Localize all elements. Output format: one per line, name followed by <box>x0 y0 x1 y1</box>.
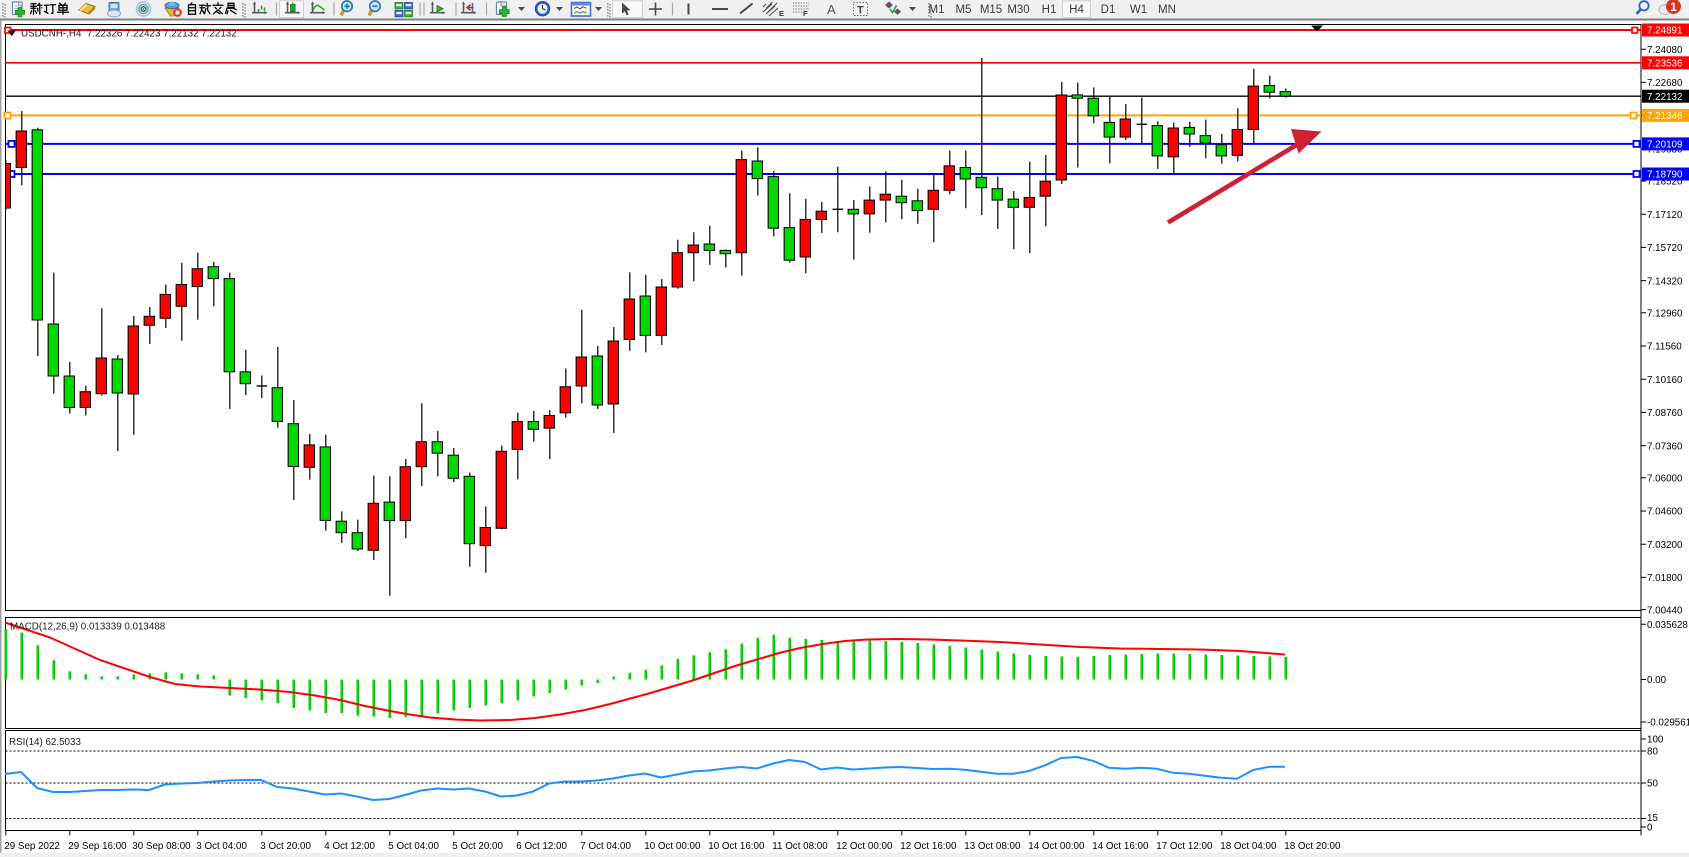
svg-text:T: T <box>857 5 864 17</box>
svg-text:7.14320: 7.14320 <box>1647 276 1683 287</box>
svg-text:7.20109: 7.20109 <box>1647 140 1682 151</box>
svg-text:A: A <box>827 2 836 17</box>
svg-text:29 Sep 2022: 29 Sep 2022 <box>4 841 60 852</box>
svg-text:11 Oct 08:00: 11 Oct 08:00 <box>772 841 828 852</box>
svg-text:7.22680: 7.22680 <box>1647 78 1683 89</box>
svg-text:3 Oct 20:00: 3 Oct 20:00 <box>260 841 311 852</box>
svg-text:-0.029561: -0.029561 <box>1647 718 1689 729</box>
svg-text:MACD(12,26,9) 0.013339 0.01348: MACD(12,26,9) 0.013339 0.013488 <box>10 622 166 633</box>
svg-text:7.24891: 7.24891 <box>1647 26 1682 37</box>
svg-text:7.23536: 7.23536 <box>1647 59 1683 70</box>
svg-text:7.10160: 7.10160 <box>1647 375 1683 386</box>
svg-text:14 Oct 00:00: 14 Oct 00:00 <box>1028 841 1085 852</box>
svg-text:6 Oct 12:00: 6 Oct 12:00 <box>516 841 567 852</box>
svg-text:12 Oct 16:00: 12 Oct 16:00 <box>900 841 957 852</box>
svg-text:7 Oct 04:00: 7 Oct 04:00 <box>580 841 631 852</box>
svg-text:7.22132: 7.22132 <box>1647 92 1682 103</box>
svg-text:M15: M15 <box>980 4 1002 16</box>
svg-text:H1: H1 <box>1042 4 1057 16</box>
svg-text:1: 1 <box>1670 0 1677 14</box>
svg-text:RSI(14) 62.5033: RSI(14) 62.5033 <box>9 737 81 748</box>
svg-text:7.12960: 7.12960 <box>1647 309 1683 320</box>
svg-text:7.24080: 7.24080 <box>1647 45 1683 56</box>
svg-text:5 Oct 04:00: 5 Oct 04:00 <box>388 841 439 852</box>
svg-text:0: 0 <box>1647 823 1653 834</box>
svg-text:7.18520: 7.18520 <box>1647 177 1683 188</box>
svg-text:M30: M30 <box>1007 4 1029 16</box>
svg-text:H4: H4 <box>1069 4 1084 16</box>
svg-text:30 Sep 08:00: 30 Sep 08:00 <box>132 841 191 852</box>
svg-text:M1: M1 <box>929 4 945 16</box>
svg-text:15: 15 <box>1647 813 1658 824</box>
svg-text:7.17120: 7.17120 <box>1647 210 1683 221</box>
svg-text:7.04600: 7.04600 <box>1647 507 1683 518</box>
svg-text:0.035628: 0.035628 <box>1647 620 1688 631</box>
svg-text:M5: M5 <box>956 4 972 16</box>
svg-text:MN: MN <box>1158 4 1176 16</box>
svg-text:29 Sep 16:00: 29 Sep 16:00 <box>68 841 127 852</box>
svg-text:10 Oct 16:00: 10 Oct 16:00 <box>708 841 765 852</box>
svg-text:7.03200: 7.03200 <box>1647 540 1683 551</box>
svg-text:12 Oct 00:00: 12 Oct 00:00 <box>836 841 893 852</box>
svg-text:18 Oct 20:00: 18 Oct 20:00 <box>1284 841 1341 852</box>
svg-text:F: F <box>803 9 808 18</box>
svg-text:5 Oct 20:00: 5 Oct 20:00 <box>452 841 503 852</box>
svg-text:18 Oct 04:00: 18 Oct 04:00 <box>1220 841 1277 852</box>
svg-text:7.15720: 7.15720 <box>1647 243 1683 254</box>
svg-text:3 Oct 04:00: 3 Oct 04:00 <box>196 841 247 852</box>
svg-text:17 Oct 12:00: 17 Oct 12:00 <box>1156 841 1213 852</box>
svg-text:7.06000: 7.06000 <box>1647 474 1683 485</box>
svg-text:7.07360: 7.07360 <box>1647 441 1683 452</box>
svg-text:7.21346: 7.21346 <box>1647 111 1683 122</box>
svg-text:50: 50 <box>1647 779 1658 790</box>
svg-text:7.18790: 7.18790 <box>1647 170 1683 181</box>
svg-text:7.11560: 7.11560 <box>1647 342 1682 353</box>
svg-text:0.00: 0.00 <box>1647 675 1667 686</box>
svg-text:7.00440: 7.00440 <box>1647 605 1683 616</box>
svg-text:7.01800: 7.01800 <box>1647 573 1683 584</box>
svg-text:7.08760: 7.08760 <box>1647 408 1683 419</box>
svg-text:80: 80 <box>1647 747 1658 758</box>
svg-text:10 Oct 00:00: 10 Oct 00:00 <box>644 841 701 852</box>
svg-text:13 Oct 08:00: 13 Oct 08:00 <box>964 841 1021 852</box>
svg-text:W1: W1 <box>1130 4 1147 16</box>
svg-text:100: 100 <box>1647 735 1664 746</box>
svg-text:E: E <box>779 9 784 18</box>
svg-text:USDCNH-,H4 7.22326 7.22423 7.: USDCNH-,H4 7.22326 7.22423 7.22132 7.221… <box>21 29 237 40</box>
svg-text:4 Oct 12:00: 4 Oct 12:00 <box>324 841 375 852</box>
svg-text:D1: D1 <box>1101 4 1116 16</box>
svg-text:14 Oct 16:00: 14 Oct 16:00 <box>1092 841 1149 852</box>
